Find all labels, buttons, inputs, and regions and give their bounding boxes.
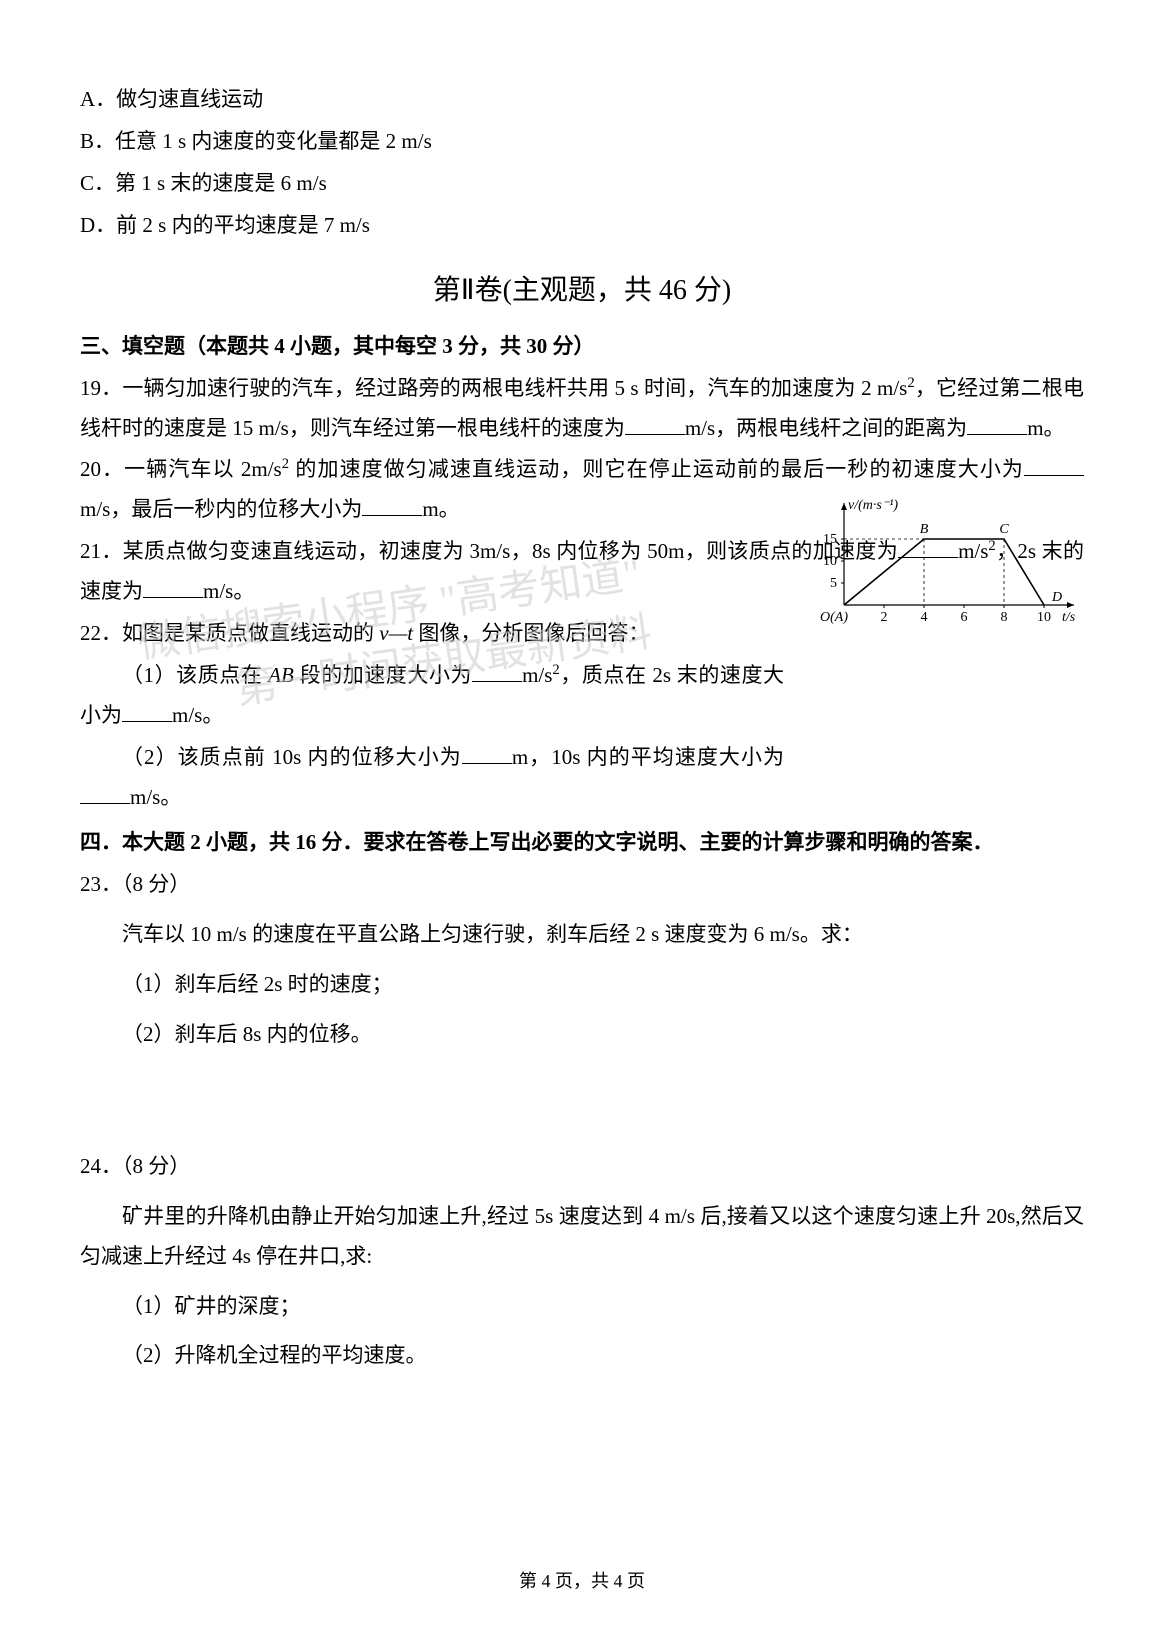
page-content: A．做匀速直线运动 B．任意 1 s 内速度的变化量都是 2 m/s C．第 1…: [80, 80, 1084, 1376]
q22-p1-unit1: m/s: [522, 663, 552, 687]
vt-chart: 5 10 15 2 4 6 8 10 O(A) B C D v/(m·s⁻¹) …: [804, 495, 1084, 625]
q20-prefix: 20．一辆汽车以 2m/s: [80, 457, 282, 481]
ytick-5: 5: [830, 576, 837, 591]
q22-blank4: [80, 780, 130, 803]
ytick-15: 15: [823, 532, 837, 547]
xtick-2: 2: [881, 610, 888, 625]
q20-unit1: m/s，最后一秒内的位移大小为: [80, 497, 362, 521]
option-d: D．前 2 s 内的平均速度是 7 m/s: [80, 206, 1084, 246]
y-axis-label: v/(m·s⁻¹): [848, 498, 898, 513]
question-22-part2: （2）该质点前 10s 内的位移大小为 m，10s 内的平均速度大小为 m/s。: [80, 738, 1084, 818]
xtick-8: 8: [1001, 610, 1008, 625]
q19-unit2: m。: [1027, 416, 1064, 440]
q22-p2-prefix: （2）该质点前 10s 内的位移大小为: [122, 745, 462, 769]
q22-vt: v—t: [379, 621, 413, 645]
xtick-4: 4: [921, 610, 928, 625]
point-b-label: B: [920, 522, 929, 537]
q21-unit2: m/s。: [203, 579, 254, 603]
section-4-header: 四．本大题 2 小题，共 16 分．要求在答卷上写出必要的文字说明、主要的计算步…: [80, 823, 1084, 863]
option-a: A．做匀速直线运动: [80, 80, 1084, 120]
q20-mid1: 的加速度做匀减速直线运动，则它在停止运动前的最后一秒的初速度大小为: [289, 457, 1024, 481]
q19-blank2: [967, 411, 1027, 434]
q19-prefix: 19．一辆匀加速行驶的汽车，经过路旁的两根电线杆共用 5 s 时间，汽车的加速度…: [80, 376, 907, 400]
q21-blank2: [143, 575, 203, 598]
q22-ab: AB: [268, 663, 294, 687]
q20-unit2: m。: [422, 497, 459, 521]
page-footer: 第 4 页，共 4 页: [0, 1564, 1164, 1598]
q22-blank2: [122, 699, 172, 722]
title-numeral: Ⅱ: [461, 275, 475, 306]
q22-p2-unit2: m/s。: [130, 785, 181, 809]
q20-sup1: 2: [282, 456, 289, 472]
point-d-label: D: [1051, 590, 1062, 605]
question-19: 19．一辆匀加速行驶的汽车，经过路旁的两根电线杆共用 5 s 时间，汽车的加速度…: [80, 369, 1084, 449]
q20-blank2: [362, 493, 422, 516]
section-2-title: 第Ⅱ卷(主观题，共 46 分): [80, 264, 1084, 317]
title-suffix: 卷(主观题，共 46 分): [475, 275, 732, 306]
question-23-body: 汽车以 10 m/s 的速度在平直公路上匀速行驶，刹车后经 2 s 速度变为 6…: [80, 915, 1084, 955]
question-23-part2: （2）刹车后 8s 内的位移。: [80, 1015, 1084, 1055]
q19-unit1: m/s，两根电线杆之间的距离为: [685, 416, 967, 440]
q22-p1-prefix: （1）该质点在: [122, 663, 268, 687]
q22-p2-unit1: m，10s 内的平均速度大小为: [512, 745, 784, 769]
question-24-number: 24．（8 分）: [80, 1147, 1084, 1187]
option-c: C．第 1 s 末的速度是 6 m/s: [80, 164, 1084, 204]
q22-l1-suffix: 图像，分析图像后回答：: [413, 621, 649, 645]
chart-svg: 5 10 15 2 4 6 8 10 O(A) B C D v/(m·s⁻¹) …: [804, 495, 1084, 625]
q22-p1-unit2: m/s。: [172, 703, 223, 727]
option-b: B．任意 1 s 内速度的变化量都是 2 m/s: [80, 122, 1084, 162]
question-24-body: 矿井里的升降机由静止开始匀加速上升,经过 5s 速度达到 4 m/s 后,接着又…: [80, 1197, 1084, 1277]
question-24-part2: （2）升降机全过程的平均速度。: [80, 1336, 1084, 1376]
question-22-part1: （1）该质点在 AB 段的加速度大小为m/s2，质点在 2s 末的速度大小为m/…: [80, 656, 1084, 736]
xtick-10: 10: [1037, 610, 1051, 625]
question-24-part1: （1）矿井的深度；: [80, 1287, 1084, 1327]
origin-label: O(A): [820, 610, 848, 625]
q19-blank1: [625, 411, 685, 434]
q22-blank1: [472, 659, 522, 682]
q20-blank1: [1024, 453, 1084, 476]
question-23-part1: （1）刹车后经 2s 时的速度；: [80, 965, 1084, 1005]
point-c-label: C: [999, 522, 1009, 537]
q22-p1-mid: 段的加速度大小为: [294, 663, 472, 687]
title-prefix: 第: [433, 275, 461, 306]
q21-prefix: 21．某质点做匀变速直线运动，初速度为 3m/s，8s 内位移为 50m，则该质…: [80, 539, 898, 563]
question-23-number: 23．（8 分）: [80, 865, 1084, 905]
q22-l1-prefix: 22．如图是某质点做直线运动的: [80, 621, 379, 645]
section-3-header: 三、填空题（本题共 4 小题，其中每空 3 分，共 30 分）: [80, 327, 1084, 367]
x-axis-label: t/s: [1062, 610, 1076, 625]
q22-p1-sup: 2: [552, 662, 559, 678]
question-22-wrapper: 22．如图是某质点做直线运动的 v—t 图像，分析图像后回答： （1）该质点在 …: [80, 614, 1084, 817]
q19-sup1: 2: [907, 375, 914, 391]
xtick-6: 6: [961, 610, 968, 625]
ytick-10: 10: [823, 554, 837, 569]
q22-blank3: [462, 741, 512, 764]
